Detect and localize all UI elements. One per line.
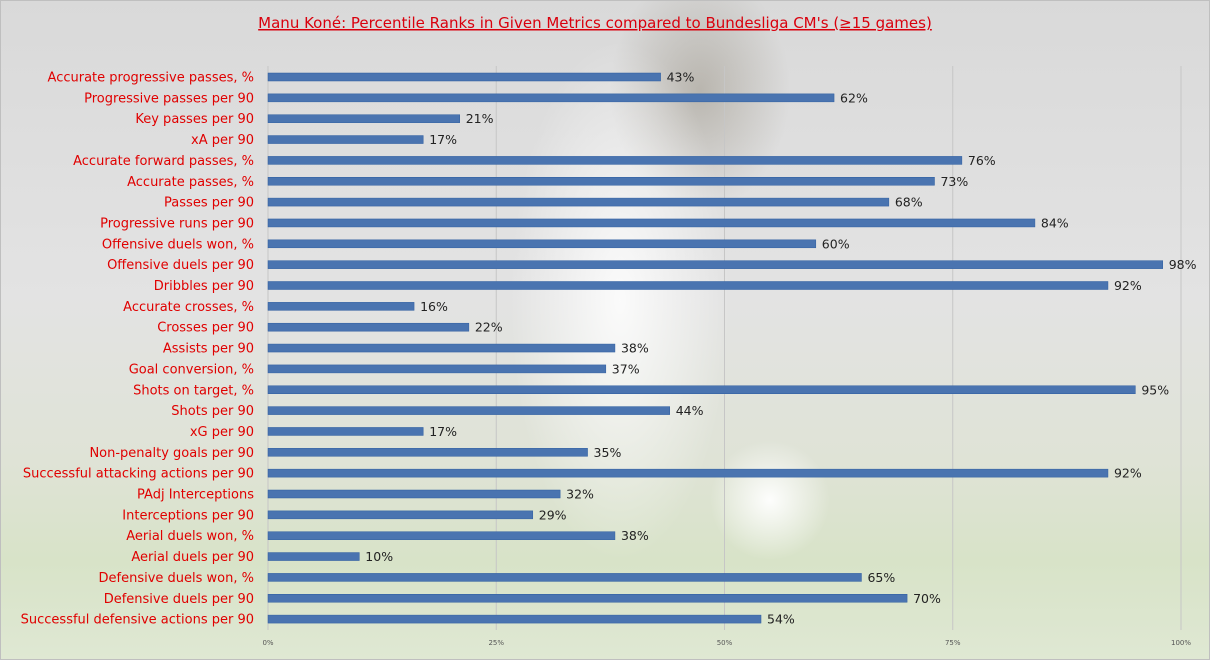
- value-label: 92%: [1114, 278, 1142, 293]
- category-label: Assists per 90: [163, 342, 254, 357]
- value-label: 95%: [1141, 382, 1169, 397]
- category-labels: Accurate progressive passes, % Progressiv…: [21, 71, 255, 628]
- category-label: Aerial duels per 90: [131, 550, 254, 565]
- value-label: 62%: [840, 90, 868, 105]
- category-label: Dribbles per 90: [154, 279, 254, 294]
- value-label: 44%: [676, 403, 704, 418]
- x-tick-label: 75%: [945, 639, 961, 647]
- bar: [267, 260, 1163, 269]
- x-tick-label: 50%: [717, 639, 733, 647]
- category-label: xG per 90: [190, 425, 254, 440]
- value-label: 32%: [566, 487, 594, 502]
- category-label: Key passes per 90: [135, 112, 254, 127]
- value-label: 43%: [667, 70, 695, 85]
- category-label: Progressive runs per 90: [100, 216, 254, 231]
- category-label: Progressive passes per 90: [84, 91, 254, 106]
- category-label: Accurate progressive passes, %: [48, 71, 254, 86]
- bar: [267, 468, 1109, 478]
- value-label: 38%: [621, 528, 649, 543]
- category-label: Shots per 90: [171, 404, 254, 419]
- bar: [267, 93, 835, 103]
- value-label: 98%: [1169, 257, 1197, 272]
- category-label: Offensive duels won, %: [102, 237, 254, 252]
- bar: [267, 573, 862, 582]
- value-label: 37%: [612, 361, 640, 376]
- category-label: Accurate forward passes, %: [73, 154, 254, 169]
- category-label: Defensive duels per 90: [104, 592, 254, 607]
- category-label: Shots on target, %: [133, 383, 254, 398]
- bar: [267, 239, 817, 249]
- x-tick-label: 25%: [488, 639, 504, 647]
- value-labels: 43% 62% 21% 17% 76%73% 68% 84% 60% 98% 92% 16% 22% 3…: [365, 70, 1196, 627]
- bar: [267, 156, 963, 165]
- value-label: 29%: [539, 507, 567, 522]
- x-tick-label: 100%: [1171, 639, 1191, 647]
- bars: [267, 72, 1163, 624]
- category-label: Interceptions per 90: [122, 508, 254, 523]
- bar: [267, 302, 415, 311]
- value-label: 68%: [895, 195, 923, 210]
- value-label: 17%: [429, 132, 457, 147]
- value-label: 17%: [429, 424, 457, 439]
- category-label: Aerial duels won, %: [126, 529, 254, 544]
- bar: [267, 552, 360, 561]
- category-label: Passes per 90: [164, 196, 254, 211]
- value-label: 21%: [466, 111, 494, 126]
- chart-title: Manu Koné: Percentile Ranks in Given Met…: [258, 14, 932, 32]
- bar: [267, 114, 460, 123]
- value-label: 70%: [913, 591, 941, 606]
- bar: [267, 385, 1136, 394]
- bar: [267, 427, 424, 436]
- category-label: Non-penalty goals per 90: [89, 446, 254, 461]
- bar: [267, 343, 616, 353]
- value-label: 16%: [420, 299, 448, 314]
- x-tick-label: 0%: [262, 639, 273, 647]
- category-label: Accurate passes, %: [127, 175, 254, 190]
- category-label: Successful defensive actions per 90: [21, 613, 254, 628]
- value-label: 73%: [940, 174, 968, 189]
- bar: [267, 406, 670, 415]
- category-label: Accurate crosses, %: [123, 300, 254, 315]
- bar: [267, 448, 588, 457]
- x-axis-ticks: 0% 25% 50% 75% 100%: [262, 639, 1191, 647]
- category-label: Crosses per 90: [157, 321, 254, 336]
- value-label: 10%: [365, 549, 393, 564]
- bar: [267, 135, 424, 144]
- category-label: Defensive duels won, %: [99, 571, 254, 586]
- value-label: 84%: [1041, 215, 1069, 230]
- value-label: 22%: [475, 320, 503, 335]
- value-label: 92%: [1114, 466, 1142, 481]
- bar: [267, 197, 890, 207]
- value-label: 35%: [594, 445, 622, 460]
- value-label: 65%: [867, 570, 895, 585]
- bar: [267, 510, 534, 520]
- category-label: Successful attacking actions per 90: [23, 467, 254, 482]
- value-label: 38%: [621, 341, 649, 356]
- category-label: Offensive duels per 90: [107, 258, 254, 273]
- bar: [267, 531, 616, 540]
- bar: [267, 489, 561, 499]
- bar: [267, 218, 1036, 228]
- bar: [267, 281, 1109, 290]
- bar: [267, 177, 935, 186]
- bar: [267, 364, 607, 374]
- value-label: 54%: [767, 612, 795, 627]
- bar: [267, 594, 908, 603]
- value-label: 76%: [968, 153, 996, 168]
- category-label: Goal conversion, %: [129, 362, 254, 377]
- bar: [267, 614, 762, 624]
- value-label: 60%: [822, 236, 850, 251]
- category-label: PAdj Interceptions: [137, 488, 254, 503]
- bar: [267, 72, 661, 82]
- bar: [267, 322, 470, 332]
- category-label: xA per 90: [191, 133, 254, 148]
